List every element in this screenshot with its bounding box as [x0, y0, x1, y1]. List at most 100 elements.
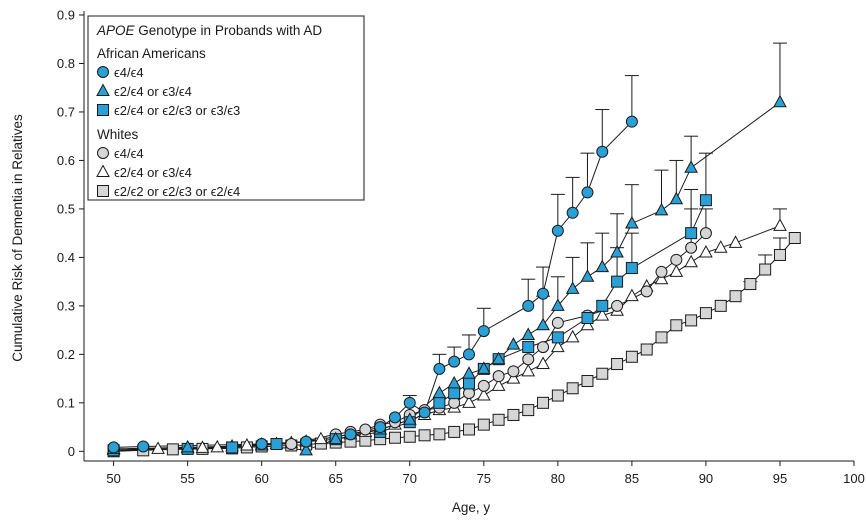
data-point-w-square	[640, 343, 653, 356]
data-point-aa-circle	[403, 396, 416, 409]
data-point-w-triangle	[536, 356, 550, 370]
data-point-w-square	[773, 248, 786, 261]
data-point-w-square	[566, 382, 579, 395]
data-point-aa-triangle	[506, 337, 521, 350]
data-point-aa-square	[448, 387, 461, 400]
data-point-aa-triangle	[773, 94, 787, 108]
series-line-w-square	[113, 237, 796, 452]
legend-entry-aa-e4e4: ϵ4/ϵ4	[114, 65, 144, 80]
data-point-aa-square	[226, 441, 239, 454]
data-point-w-square	[596, 367, 609, 380]
data-point-w-square	[418, 429, 431, 442]
legend-group-whites: Whites	[97, 127, 139, 142]
data-point-w-square	[463, 423, 475, 436]
data-point-aa-circle	[255, 438, 268, 451]
data-point-aa-triangle	[595, 259, 610, 273]
data-point-aa-triangle	[447, 375, 462, 389]
data-point-w-circle	[670, 253, 683, 266]
y-tick-label: 0.1	[57, 395, 75, 410]
data-point-aa-circle	[433, 362, 446, 375]
x-tick-label: 90	[699, 471, 713, 486]
legend-entry-w-e2e2-e2e3-e2e4: ϵ2/ϵ2 or ϵ2/ϵ3 or ϵ2/ϵ4	[114, 184, 240, 199]
data-point-w-triangle	[210, 439, 225, 453]
data-point-aa-circle	[107, 441, 120, 454]
data-point-w-circle	[685, 241, 698, 254]
y-tick-label: 0.2	[57, 347, 75, 362]
data-point-aa-circle	[137, 440, 150, 453]
data-point-w-triangle	[521, 363, 536, 377]
data-point-w-triangle	[565, 329, 580, 343]
data-point-aa-circle	[581, 186, 594, 199]
x-tick-label: 65	[328, 471, 342, 486]
x-tick-label: 85	[625, 471, 639, 486]
data-point-w-circle	[359, 423, 372, 436]
y-tick-label: 0.8	[57, 56, 75, 71]
data-point-w-circle	[699, 227, 712, 240]
legend-entry-aa-e2e4-e3e4: ϵ2/ϵ4 or ϵ3/ϵ4	[114, 84, 192, 99]
data-point-aa-circle	[463, 348, 475, 361]
markers-layer	[106, 94, 801, 458]
data-point-w-circle	[655, 265, 668, 278]
y-tick-label: 0.3	[57, 298, 75, 313]
legend-group-african-americans: African Americans	[97, 46, 206, 61]
data-point-aa-square	[611, 275, 624, 288]
legend-marker-w-circle	[97, 147, 109, 159]
data-point-w-circle	[537, 341, 550, 354]
data-point-w-square	[759, 263, 772, 276]
data-point-w-circle	[492, 370, 505, 383]
legend-title-rest: Genotype in Probands with AD	[135, 23, 323, 38]
data-point-w-triangle	[669, 264, 684, 277]
legend-marker-aa-square	[97, 104, 109, 116]
data-point-w-square	[788, 232, 801, 244]
data-point-aa-circle	[344, 428, 357, 441]
data-point-aa-triangle	[521, 327, 536, 340]
x-tick-label: 75	[477, 471, 491, 486]
data-point-aa-circle	[551, 224, 564, 237]
data-point-aa-triangle	[491, 351, 506, 365]
data-point-aa-triangle	[432, 385, 447, 399]
data-point-w-square	[537, 396, 550, 409]
data-point-w-triangle	[462, 395, 476, 408]
data-point-w-square	[388, 431, 401, 444]
data-point-aa-square	[596, 299, 609, 312]
data-point-w-triangle	[491, 378, 506, 391]
data-point-w-square	[433, 428, 446, 441]
legend-marker-aa-circle	[97, 66, 109, 78]
data-point-aa-square	[551, 331, 564, 344]
legend-marker-w-square	[97, 185, 109, 197]
data-point-w-square	[611, 358, 624, 371]
x-axis-title: Age, y	[452, 500, 491, 515]
data-point-aa-circle	[300, 435, 313, 448]
data-point-w-square	[403, 430, 416, 443]
data-point-aa-triangle	[402, 412, 417, 425]
legend-box	[87, 15, 365, 201]
data-point-aa-square	[463, 377, 475, 390]
data-point-aa-triangle	[610, 244, 624, 258]
data-point-aa-square	[699, 194, 712, 207]
data-point-aa-triangle	[299, 442, 313, 456]
data-point-w-triangle	[625, 288, 639, 302]
legend-title-italic: APOE	[96, 23, 136, 38]
data-point-aa-square	[522, 341, 535, 354]
x-tick-label: 80	[551, 471, 565, 486]
data-point-aa-triangle	[476, 361, 491, 374]
data-point-w-circle	[611, 299, 624, 312]
data-point-w-square	[551, 389, 564, 402]
data-point-aa-circle	[374, 421, 387, 434]
data-point-w-square	[685, 314, 698, 327]
y-tick-label: 0.6	[57, 153, 75, 168]
data-point-aa-triangle	[654, 202, 669, 216]
data-point-w-square	[655, 331, 668, 344]
y-tick-label: 0.4	[57, 250, 75, 265]
data-point-w-triangle	[595, 308, 610, 321]
data-point-w-triangle	[151, 441, 165, 454]
data-point-w-square	[714, 299, 727, 312]
legend-entry-w-e4e4: ϵ4/ϵ4	[114, 146, 144, 161]
data-point-w-triangle	[684, 254, 698, 268]
data-point-w-triangle	[476, 388, 491, 401]
y-tick-label: 0.7	[57, 104, 75, 119]
data-point-w-circle	[640, 285, 653, 298]
x-tick-label: 100	[843, 471, 865, 486]
